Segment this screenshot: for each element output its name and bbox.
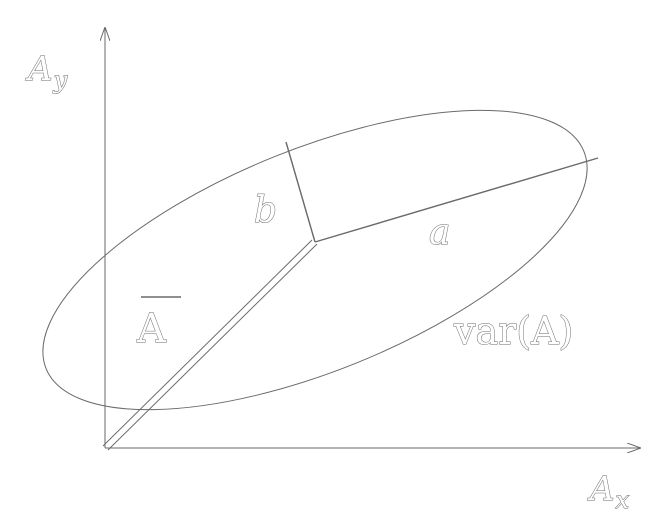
y-axis-label-sub: y <box>53 66 68 94</box>
mean-label: A <box>136 306 167 352</box>
y-axis-label: Ay <box>25 49 68 94</box>
x-axis-label: Ax <box>587 469 630 514</box>
x-axis-label-sub: x <box>616 486 630 514</box>
mean-vector <box>102 239 318 451</box>
semi-major-axis-line <box>314 157 599 243</box>
variance-ellipse <box>42 109 588 411</box>
semi-minor-label: b <box>254 190 277 231</box>
y-axis-label-main: A <box>25 49 53 89</box>
variance-label: var(A) <box>453 309 573 353</box>
semi-minor-axis-line <box>285 141 316 243</box>
semi-major-label: a <box>429 212 450 253</box>
x-axis-label-main: A <box>587 469 615 509</box>
